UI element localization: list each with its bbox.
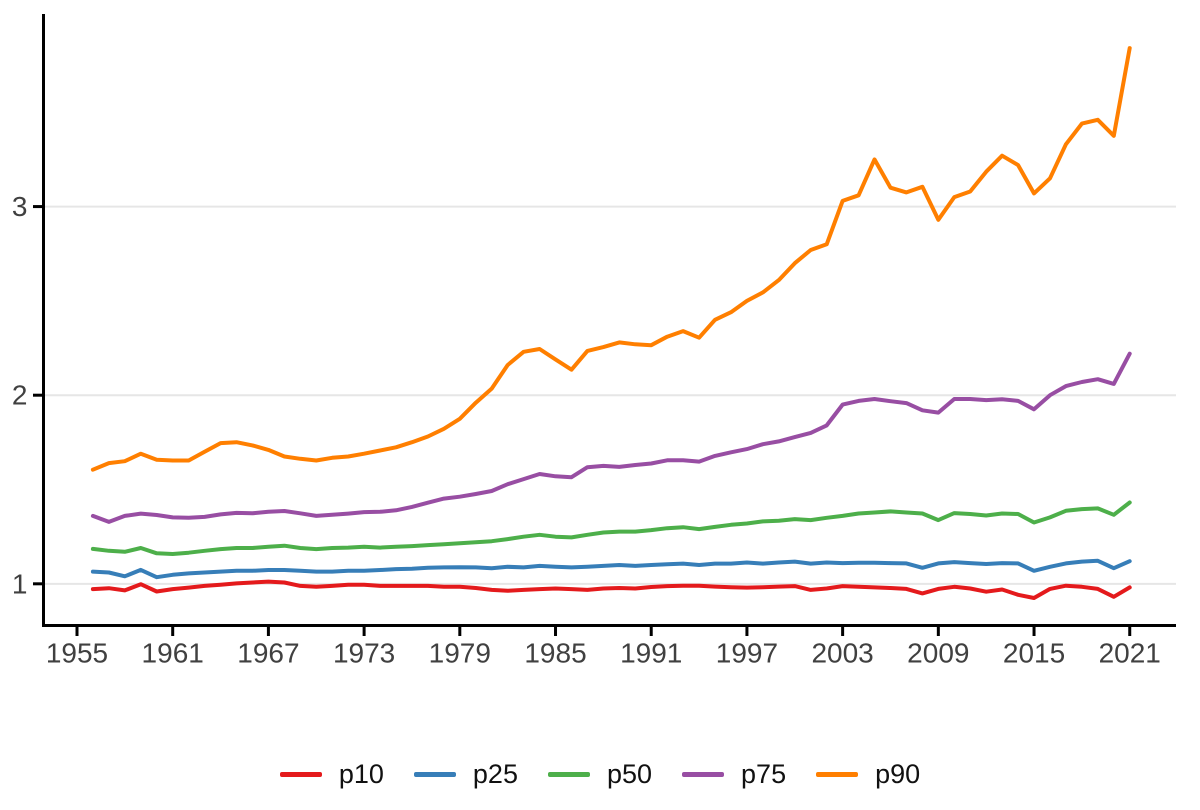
x-tick-label-2021: 2021	[1099, 638, 1161, 669]
x-tick-label-1973: 1973	[333, 638, 395, 669]
legend-swatch-p75	[682, 771, 725, 777]
x-tick-label-1985: 1985	[524, 638, 586, 669]
x-tick-label-1961: 1961	[142, 638, 204, 669]
percentile-line-chart: 1955 1961 1967 1973 1979 1985 1991 1997 2003 2009…	[12, 14, 1176, 669]
series-line-p50	[90, 500, 1132, 556]
series-line-p10	[90, 579, 1132, 600]
x-tick-label-1955: 1955	[46, 638, 108, 669]
x-tick-label-2009: 2009	[907, 638, 969, 669]
series-line-p90	[90, 46, 1132, 472]
y-tick-label-1: 1	[12, 568, 28, 599]
legend-item-p25: p25	[413, 758, 518, 789]
legend-item-p75: p75	[682, 758, 787, 789]
x-tick-label-2015: 2015	[1003, 638, 1065, 669]
x-tick-label-2003: 2003	[811, 638, 873, 669]
legend-swatch-p25	[413, 771, 456, 777]
x-tick-label-1967: 1967	[237, 638, 299, 669]
legend-label-p75: p75	[741, 758, 787, 789]
x-tick-label-1991: 1991	[620, 638, 682, 669]
x-tick-label-1997: 1997	[716, 638, 778, 669]
legend-label-p25: p25	[472, 758, 518, 789]
legend-swatch-p10	[279, 771, 322, 777]
y-tick-label-2: 2	[12, 380, 28, 411]
series-line-p25	[90, 558, 1132, 580]
series-line-p75	[90, 351, 1132, 524]
legend-item-p90: p90	[816, 758, 921, 789]
legend-label-p10: p10	[338, 758, 384, 789]
chart-legend: p10 p25 p50 p75 p90	[0, 748, 1200, 800]
legend-label-p50: p50	[606, 758, 653, 789]
legend-swatch-p50	[547, 771, 590, 777]
legend-label-p90: p90	[875, 758, 921, 789]
legend-swatch-p90	[816, 771, 859, 777]
legend-item-p10: p10	[279, 758, 384, 789]
x-tick-label-1979: 1979	[429, 638, 491, 669]
legend-item-p50: p50	[547, 758, 653, 789]
y-tick-label-3: 3	[12, 191, 28, 222]
